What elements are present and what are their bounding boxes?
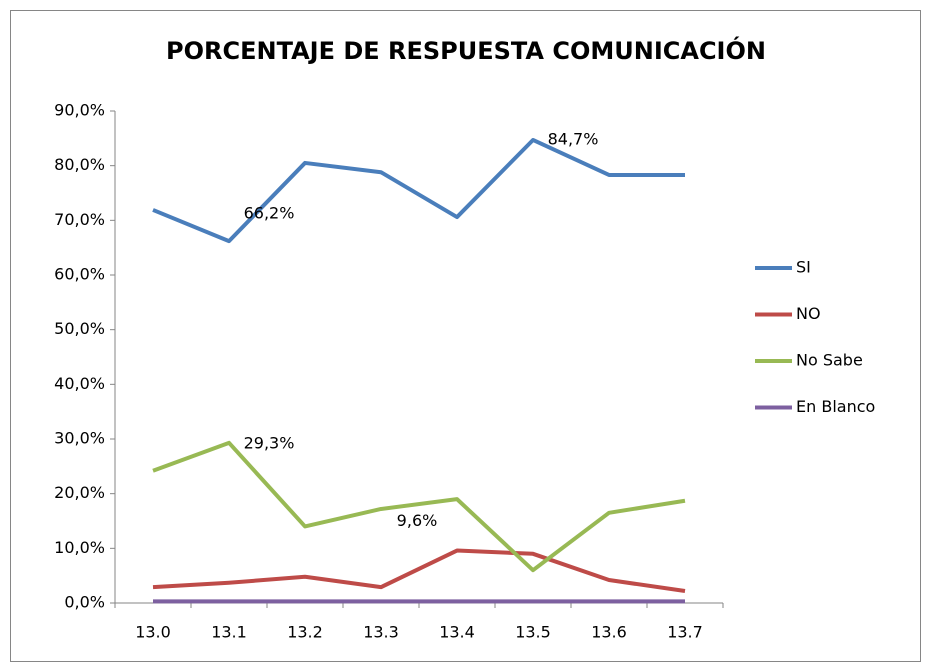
y-tick-label: 60,0% (54, 265, 105, 284)
legend-label: En Blanco (796, 397, 875, 416)
legend-label: No Sabe (796, 351, 863, 370)
y-tick-label: 70,0% (54, 210, 105, 229)
series-line (152, 137, 685, 244)
y-tick-label: 80,0% (54, 155, 105, 174)
series-line (152, 440, 686, 573)
data-label: 66,2% (244, 204, 295, 223)
x-tick-label: 13.6 (591, 623, 627, 642)
y-tick-label: 90,0% (54, 101, 105, 120)
y-tick-label: 0,0% (64, 593, 105, 612)
chart-title: PORCENTAJE DE RESPUESTA COMUNICACIÓN (166, 35, 766, 65)
y-tick-label: 30,0% (54, 429, 105, 448)
data-label: 29,3% (244, 433, 295, 452)
data-label: 84,7% (548, 129, 599, 148)
legend-label: SI (796, 258, 811, 277)
x-tick-label: 13.1 (211, 623, 247, 642)
y-tick-label: 20,0% (54, 483, 105, 502)
data-label: 9,6% (397, 511, 438, 530)
x-tick-label: 13.0 (135, 623, 171, 642)
y-tick-label: 40,0% (54, 374, 105, 393)
x-tick-label: 13.3 (363, 623, 399, 642)
legend-label: NO (796, 304, 821, 323)
x-tick-label: 13.5 (515, 623, 551, 642)
y-tick-label: 10,0% (54, 538, 105, 557)
y-tick-label: 50,0% (54, 319, 105, 338)
chart-frame (10, 10, 921, 662)
series-line (152, 548, 686, 593)
x-tick-label: 13.7 (667, 623, 703, 642)
x-tick-label: 13.2 (287, 623, 323, 642)
x-tick-label: 13.4 (439, 623, 475, 642)
